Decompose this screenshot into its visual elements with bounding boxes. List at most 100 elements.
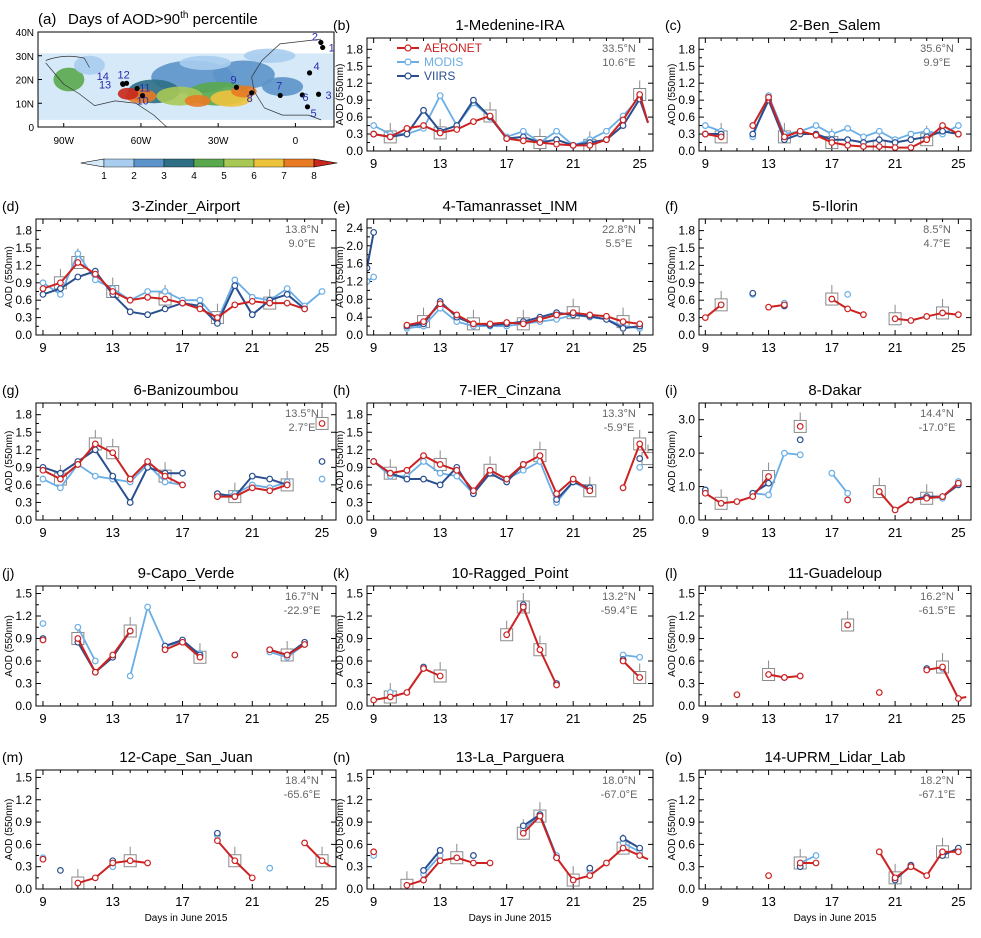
- x-tick-label: 21: [566, 340, 580, 355]
- panel-title: 11-Guadeloup: [788, 565, 882, 582]
- aeronet-point: [586, 311, 594, 319]
- modis-point: [875, 127, 883, 135]
- aeronet-point: [301, 641, 309, 648]
- x-tick-label: 25: [632, 894, 646, 909]
- modis-segment: [234, 279, 253, 298]
- viirs-point: [636, 455, 644, 462]
- modis-point: [907, 130, 915, 138]
- aeronet-point: [91, 440, 99, 448]
- x-tick-label: 17: [175, 340, 189, 355]
- y-tick-label: 1.5: [346, 770, 363, 784]
- aeronet-point: [954, 479, 962, 487]
- panel-frame: [35, 402, 337, 521]
- viirs-point: [470, 96, 477, 104]
- aeronet-point: [91, 270, 99, 278]
- y-tick-label: 0.9: [15, 815, 32, 829]
- y-tick-label: 0.6: [346, 837, 363, 851]
- x-tick-label: 17: [175, 525, 189, 540]
- aeronet-point: [954, 695, 962, 702]
- modis-point: [318, 288, 326, 295]
- aeronet-point: [161, 646, 169, 654]
- site-label: 3: [326, 90, 332, 102]
- aod-patch: [243, 48, 296, 63]
- aod-patch: [53, 67, 85, 92]
- x-tick-label: 17: [499, 711, 513, 726]
- colorbar-tick-label: 1: [101, 171, 107, 182]
- plot-area: [367, 228, 644, 332]
- site-label: 8: [247, 93, 253, 105]
- y-tick-label: 0.9: [346, 632, 363, 646]
- aeronet-point: [74, 461, 82, 468]
- viirs-point: [619, 324, 627, 332]
- colorbar-segment: [283, 158, 315, 168]
- aeronet-point: [470, 320, 477, 328]
- y-tick-label: 0.3: [15, 495, 32, 509]
- panel-letter: (i): [665, 382, 677, 398]
- panel-frame: [35, 585, 337, 707]
- aeronet-segment: [76, 638, 97, 673]
- y-axis-label: AOD (550nm): [335, 431, 346, 493]
- aeronet-point: [420, 452, 427, 460]
- y-tick-label: 2.0: [346, 239, 363, 253]
- y-tick-label: 1.2: [15, 258, 32, 272]
- aeronet-point: [536, 646, 544, 654]
- aeronet-point: [503, 135, 511, 142]
- panel-letter: (d): [2, 198, 19, 214]
- panel-lon: -65.6°E: [284, 789, 321, 801]
- viirs-point: [266, 475, 274, 483]
- aeronet-point: [717, 301, 725, 309]
- aeronet-point: [812, 859, 820, 867]
- panel-lon: 2.7°E: [288, 422, 315, 434]
- panel-lon: 10.6°E: [602, 57, 635, 69]
- modis-point: [74, 623, 82, 631]
- x-tick-label: 13: [761, 711, 775, 726]
- aeronet-point: [486, 466, 494, 474]
- map-lat-label: 10N: [16, 99, 34, 110]
- aeronet-point: [420, 665, 427, 672]
- site-label: 14: [97, 71, 109, 83]
- aeronet-point: [603, 859, 610, 867]
- aeronet-segment: [605, 119, 624, 141]
- panel-lat: 18.0°N: [602, 775, 636, 787]
- y-axis-label: AOD (550nm): [335, 799, 346, 861]
- modis-point: [283, 285, 291, 293]
- aeronet-point: [923, 494, 931, 502]
- panel-lat: 33.5°N: [602, 43, 636, 55]
- aeronet-point: [179, 638, 186, 646]
- y-tick-label: 3.0: [678, 413, 695, 427]
- x-tick-label: 17: [175, 894, 189, 909]
- aeronet-point: [891, 506, 899, 514]
- aeronet-point: [939, 122, 946, 129]
- aeronet-point: [796, 423, 804, 430]
- aeronet-segment: [622, 660, 641, 679]
- aeronet-point: [636, 91, 644, 98]
- map-lon-label: 60W: [131, 136, 152, 147]
- panel-lat: 22.8°N: [602, 224, 636, 236]
- aeronet-point: [74, 635, 82, 642]
- panel-lon: 4.7°E: [923, 238, 950, 250]
- viirs-point: [420, 106, 427, 114]
- aeronet-point: [503, 475, 511, 483]
- aeronet-point: [144, 293, 152, 301]
- panel-letter: (j): [2, 565, 14, 581]
- viirs-point: [318, 458, 326, 465]
- aeronet-point: [470, 859, 477, 867]
- aeronet-segment: [489, 115, 508, 140]
- aeronet-point: [403, 881, 411, 889]
- site-marker: [277, 92, 283, 99]
- aeronet-point: [231, 857, 239, 865]
- aeronet-point: [403, 689, 411, 696]
- y-tick-label: 0.6: [678, 837, 695, 851]
- x-tick-label: 13: [106, 894, 120, 909]
- y-tick-label: 0.0: [15, 328, 32, 342]
- y-tick-label: 1.8: [346, 408, 363, 422]
- aeronet-point: [91, 668, 99, 676]
- x-tick-label: 25: [632, 156, 646, 171]
- aeronet-point: [57, 279, 64, 287]
- y-tick-label: 0.3: [15, 860, 32, 874]
- panel-d: (d) 3-Zinder_Airport 13.8°N 9.0°E 0.0 0.3 0.6 0…: [2, 198, 337, 355]
- panel-title: 9-Capo_Verde: [138, 565, 235, 582]
- aeronet-point: [503, 319, 511, 326]
- modis-segment: [59, 463, 79, 489]
